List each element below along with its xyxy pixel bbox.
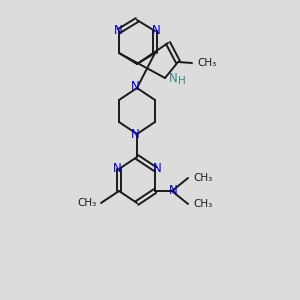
Text: H: H xyxy=(178,76,186,86)
Text: N: N xyxy=(130,80,140,94)
Text: CH₃: CH₃ xyxy=(78,198,97,208)
Text: N: N xyxy=(153,161,161,175)
Text: N: N xyxy=(114,23,122,37)
Text: N: N xyxy=(130,128,140,142)
Text: N: N xyxy=(169,184,177,197)
Text: CH₃: CH₃ xyxy=(197,58,216,68)
Text: CH₃: CH₃ xyxy=(193,173,212,183)
Text: N: N xyxy=(112,161,122,175)
Text: N: N xyxy=(169,71,178,85)
Text: CH₃: CH₃ xyxy=(193,199,212,209)
Text: N: N xyxy=(152,23,160,37)
